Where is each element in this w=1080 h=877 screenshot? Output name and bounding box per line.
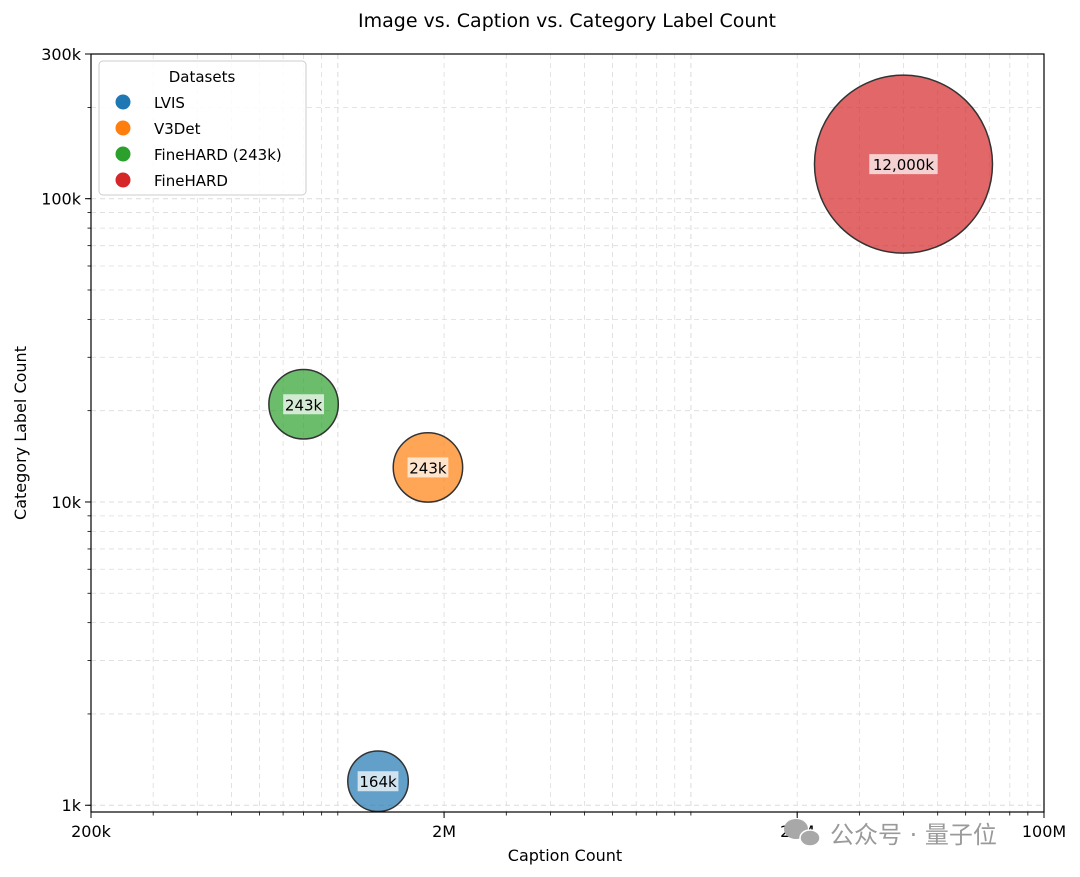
y-tick-label: 10k <box>51 493 81 512</box>
bubbles: 164k 243k 243k 12,000k <box>268 74 994 813</box>
legend-entry-label: V3Det <box>154 120 201 138</box>
chart-title: Image vs. Caption vs. Category Label Cou… <box>358 10 776 32</box>
bubble-label-bg <box>407 457 449 478</box>
y-tick-label: 300k <box>41 45 82 64</box>
x-tick-label: 200k <box>71 822 112 841</box>
legend-title: Datasets <box>169 68 236 86</box>
bubble-label-bg <box>283 394 324 415</box>
watermark: 公众号 · 量子位 <box>784 819 997 849</box>
legend-entry-label: LVIS <box>154 94 185 112</box>
legend-entries: LVIS V3Det FineHARD (243k) FineHARD <box>115 94 282 190</box>
legend-marker <box>115 120 131 136</box>
wechat-icon <box>784 819 821 847</box>
legend: Datasets LVIS V3Det FineHARD (243k) FineHAR… <box>98 60 307 196</box>
x-axis-label: Caption Count <box>508 846 622 865</box>
watermark-text: 公众号 · 量子位 <box>830 821 997 849</box>
x-tick-label: 100M <box>1022 822 1066 841</box>
legend-marker <box>115 94 131 110</box>
legend-entry-label: FineHARD (243k) <box>154 146 282 164</box>
legend-marker <box>115 146 131 162</box>
bubble-label-bg <box>357 771 399 792</box>
bubble-label: 243k <box>285 396 323 414</box>
bubble-label: 243k <box>409 459 447 477</box>
plot-frame <box>90 53 1045 813</box>
legend-box <box>98 60 307 196</box>
bubble-label: 12,000k <box>873 156 934 174</box>
bubble-label: 164k <box>359 773 397 791</box>
legend-entry-label: FineHARD <box>154 172 228 190</box>
y-axis-label: Category Label Count <box>11 346 30 520</box>
x-tick-label: 2M <box>432 822 456 841</box>
y-axis-ticks: 1k 10k 100k 300k <box>41 45 91 815</box>
y-tick-label: 100k <box>41 190 82 209</box>
bubble-label-bg <box>869 154 938 175</box>
legend-marker <box>115 172 131 188</box>
y-tick-label: 1k <box>62 796 82 815</box>
